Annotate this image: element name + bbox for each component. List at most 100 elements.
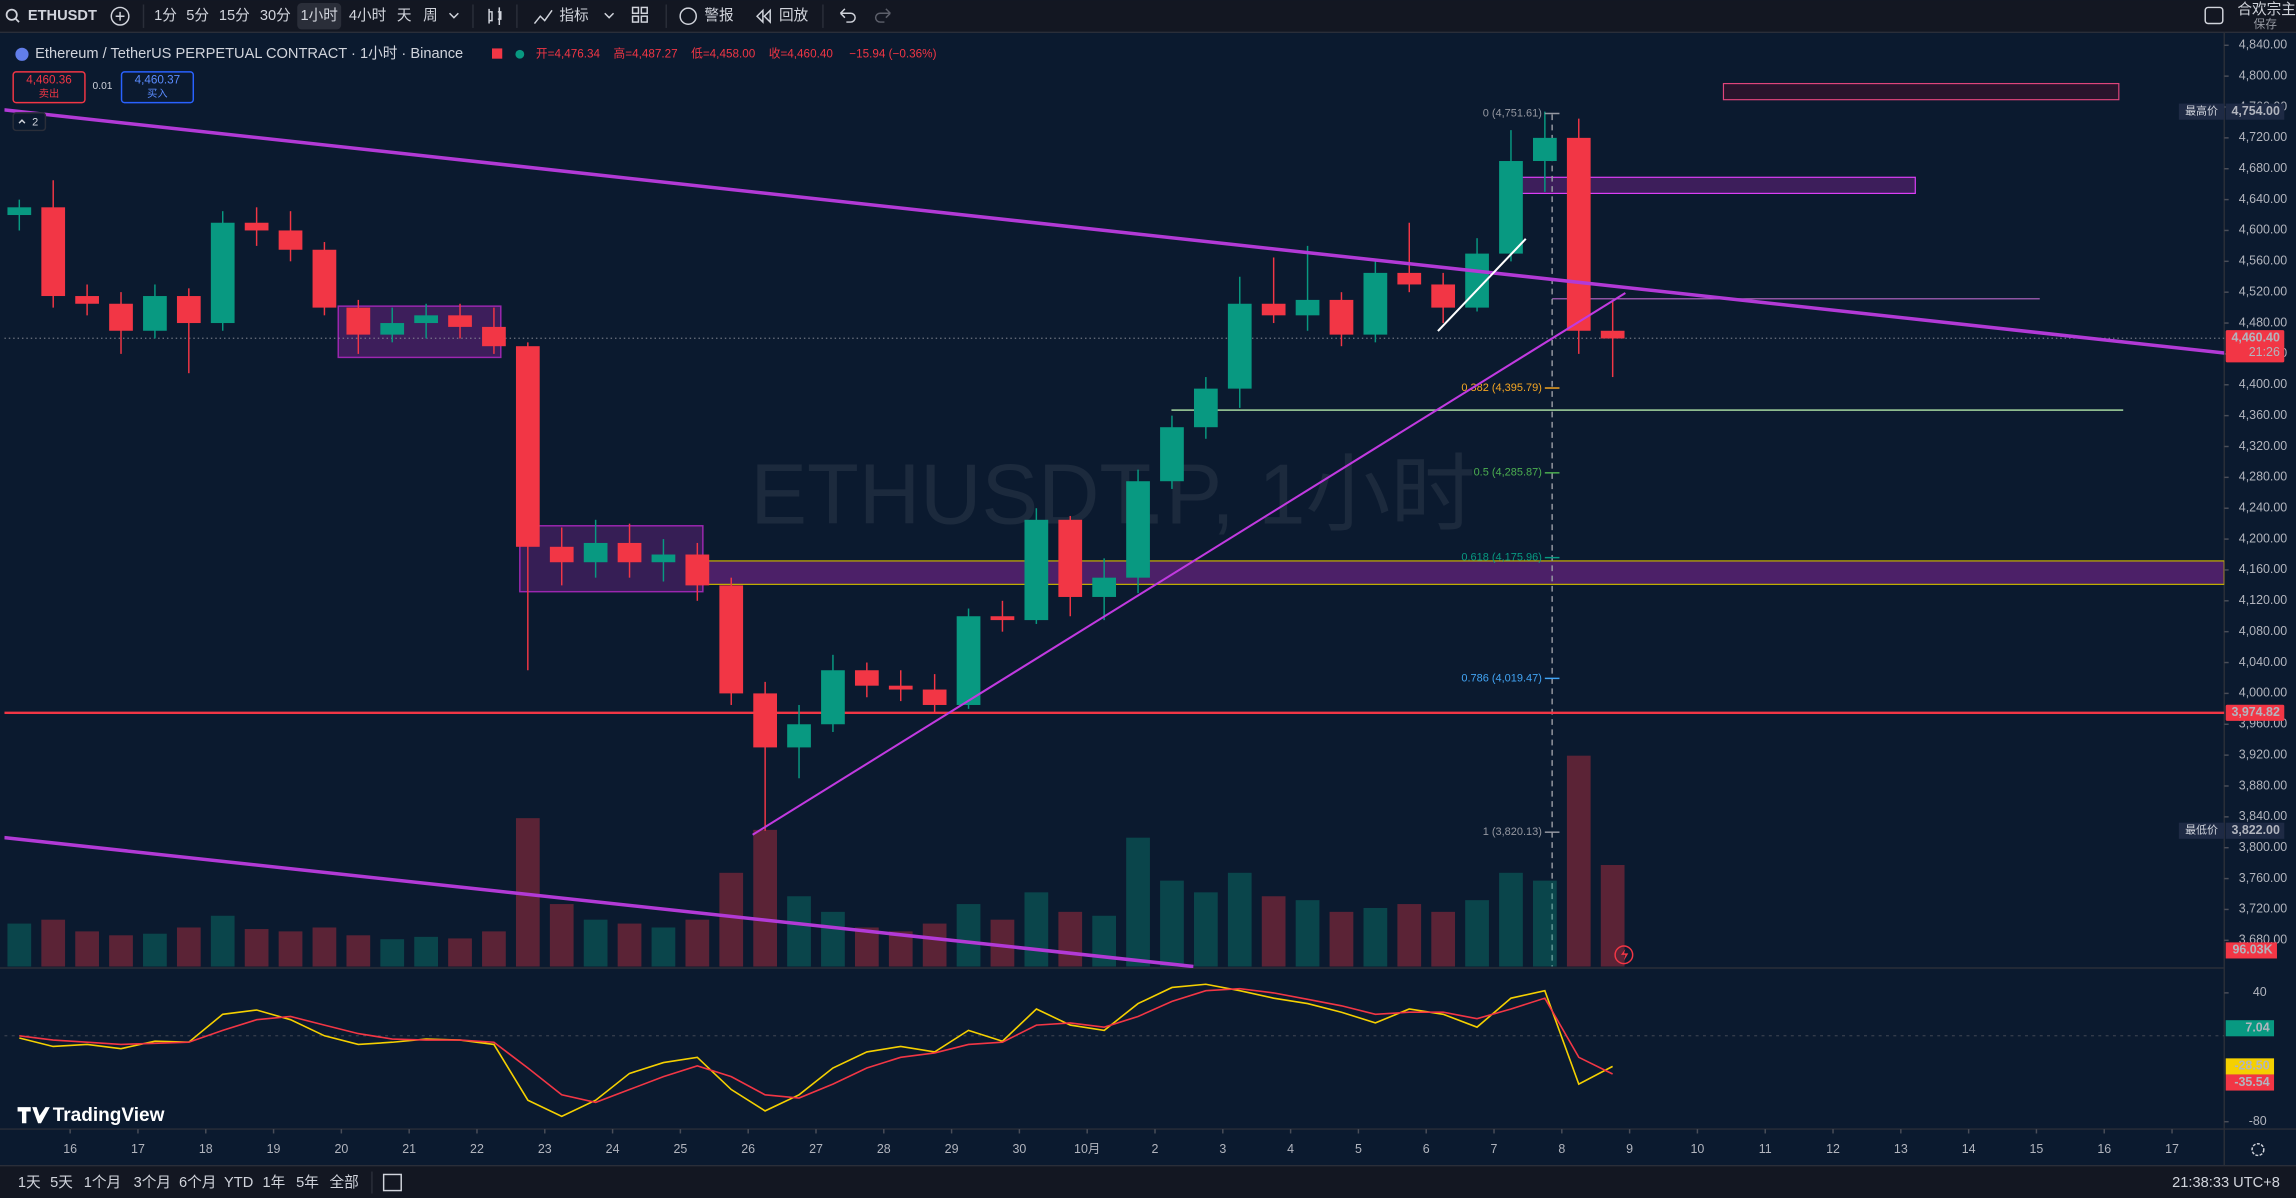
sell-button[interactable] bbox=[12, 71, 86, 104]
redo-icon[interactable] bbox=[874, 8, 891, 23]
indicator-toggle[interactable] bbox=[12, 112, 47, 132]
alerts-button[interactable]: 警报 bbox=[704, 7, 734, 24]
alert-icon[interactable] bbox=[679, 7, 697, 25]
hline-label: 3,974.82 bbox=[2231, 705, 2279, 719]
symbol[interactable]: ETHUSDT bbox=[28, 8, 97, 24]
interval-button[interactable]: 周 bbox=[423, 7, 438, 24]
range-button[interactable]: 6个月 bbox=[179, 1174, 216, 1191]
legend-high: 高=4,487.27 bbox=[614, 46, 678, 60]
range-button[interactable]: 5天 bbox=[50, 1175, 73, 1191]
indicators-button[interactable]: 指标 bbox=[559, 7, 588, 24]
y-tick-label: 4,160.00 bbox=[2239, 562, 2287, 576]
interval-button[interactable]: 5分 bbox=[186, 7, 209, 24]
replay-button[interactable]: 回放 bbox=[779, 7, 809, 24]
volume-bar bbox=[1126, 837, 1150, 967]
macd-tick-label: 40 bbox=[2253, 985, 2267, 999]
interval-button[interactable]: 30分 bbox=[260, 7, 291, 24]
legend: Ethereum / TetherUS PERPETUAL CONTRACT ·… bbox=[12, 45, 937, 132]
x-tick-label: 30 bbox=[1012, 1142, 1026, 1156]
chart-type-icon[interactable] bbox=[488, 7, 502, 25]
trend-line bbox=[4, 835, 1194, 968]
interval-button[interactable]: 1分 bbox=[154, 7, 177, 24]
volume-bar bbox=[244, 929, 269, 967]
x-tick-label: 24 bbox=[606, 1142, 620, 1156]
candle-body bbox=[1126, 481, 1150, 578]
undo-icon[interactable] bbox=[839, 8, 856, 23]
range-button[interactable]: 1个月 bbox=[84, 1174, 121, 1191]
candle-body bbox=[244, 222, 269, 231]
interval-button[interactable]: 天 bbox=[397, 8, 412, 24]
fullscreen-icon[interactable] bbox=[2204, 6, 2224, 25]
candle-body bbox=[210, 222, 235, 324]
volume-bar bbox=[1024, 892, 1049, 967]
interval-button[interactable]: 15分 bbox=[219, 7, 250, 24]
macd-label: -35.54 bbox=[2234, 1075, 2269, 1089]
volume-bar bbox=[210, 915, 235, 967]
x-tick-label: 28 bbox=[877, 1142, 891, 1156]
zone-box bbox=[702, 560, 2225, 585]
x-tick-label: 16 bbox=[2097, 1142, 2111, 1156]
interval-button[interactable]: 1小时 bbox=[301, 7, 339, 24]
replay-icon[interactable] bbox=[756, 8, 771, 24]
layout-icon[interactable] bbox=[631, 6, 640, 15]
range-button[interactable]: 1天 bbox=[18, 1175, 41, 1191]
dropdown-icon[interactable] bbox=[604, 12, 615, 19]
candle-body bbox=[787, 724, 811, 748]
legend-close: 收=4,460.40 bbox=[769, 46, 834, 60]
save-button[interactable]: 保存 bbox=[2254, 17, 2278, 31]
buy-button[interactable] bbox=[120, 71, 195, 104]
candle-body bbox=[414, 315, 438, 324]
add-symbol[interactable] bbox=[110, 6, 130, 26]
candle-body bbox=[482, 326, 506, 347]
sell-label: 卖出 bbox=[39, 87, 60, 100]
dropdown-icon[interactable] bbox=[449, 12, 459, 19]
volume-bar bbox=[482, 931, 506, 967]
event-icon[interactable] bbox=[1614, 945, 1634, 965]
symbol-icon bbox=[15, 47, 29, 61]
x-tick-label: 10 bbox=[1691, 1142, 1705, 1156]
search-icon bbox=[14, 17, 20, 23]
range-button[interactable]: 5年 bbox=[296, 1174, 319, 1191]
search-icon[interactable] bbox=[5, 8, 18, 21]
volume-bar bbox=[685, 919, 710, 967]
volume-bar bbox=[1533, 880, 1557, 967]
extreme-box bbox=[2225, 822, 2285, 839]
range-button[interactable]: 全部 bbox=[329, 1173, 358, 1191]
candle-body bbox=[41, 207, 66, 297]
calendar-icon[interactable] bbox=[382, 1173, 402, 1192]
candle-body bbox=[515, 346, 540, 547]
indicator-icon[interactable] bbox=[533, 9, 553, 24]
range-button[interactable]: 3个月 bbox=[134, 1174, 171, 1191]
volume-bar bbox=[1227, 872, 1252, 967]
range-box bbox=[519, 525, 704, 593]
trend-line bbox=[4, 108, 2225, 355]
trend-line bbox=[1437, 238, 1527, 332]
volume-bar bbox=[617, 923, 642, 967]
candle-body bbox=[617, 542, 642, 563]
add-icon bbox=[115, 11, 125, 21]
active-interval-bg bbox=[297, 3, 342, 30]
interval-group: 1分 5分 15分 30分 1小时 4小时天周 bbox=[154, 7, 438, 24]
fib-label: 0.618 (4,175.96) bbox=[1461, 552, 1542, 564]
user-name[interactable]: 合欢宗主 bbox=[2237, 1, 2296, 18]
extreme-box bbox=[2225, 103, 2285, 120]
y-tick-label: 4,120.00 bbox=[2239, 593, 2287, 607]
interval-button[interactable]: 4小时 bbox=[349, 7, 387, 24]
x-tick-label: 17 bbox=[131, 1142, 145, 1156]
settings-icon[interactable] bbox=[2251, 1142, 2265, 1157]
volume-bar bbox=[1261, 896, 1286, 967]
range-button[interactable]: YTD bbox=[224, 1175, 253, 1191]
volume-bar bbox=[1295, 900, 1320, 967]
buy-price: 4,460.37 bbox=[135, 74, 181, 87]
volume-bar bbox=[1329, 911, 1354, 967]
x-tick-label: 9 bbox=[1626, 1142, 1633, 1156]
x-tick-label: 23 bbox=[538, 1142, 552, 1156]
y-tick-label: 4,400.00 bbox=[2239, 377, 2287, 391]
x-tick-label: 6 bbox=[1423, 1142, 1430, 1156]
candle-body bbox=[1397, 272, 1422, 285]
fib-label: 0 (4,751.61) bbox=[1483, 107, 1542, 119]
candle-body bbox=[1566, 137, 1591, 331]
range-button[interactable]: 1年 bbox=[262, 1174, 285, 1191]
